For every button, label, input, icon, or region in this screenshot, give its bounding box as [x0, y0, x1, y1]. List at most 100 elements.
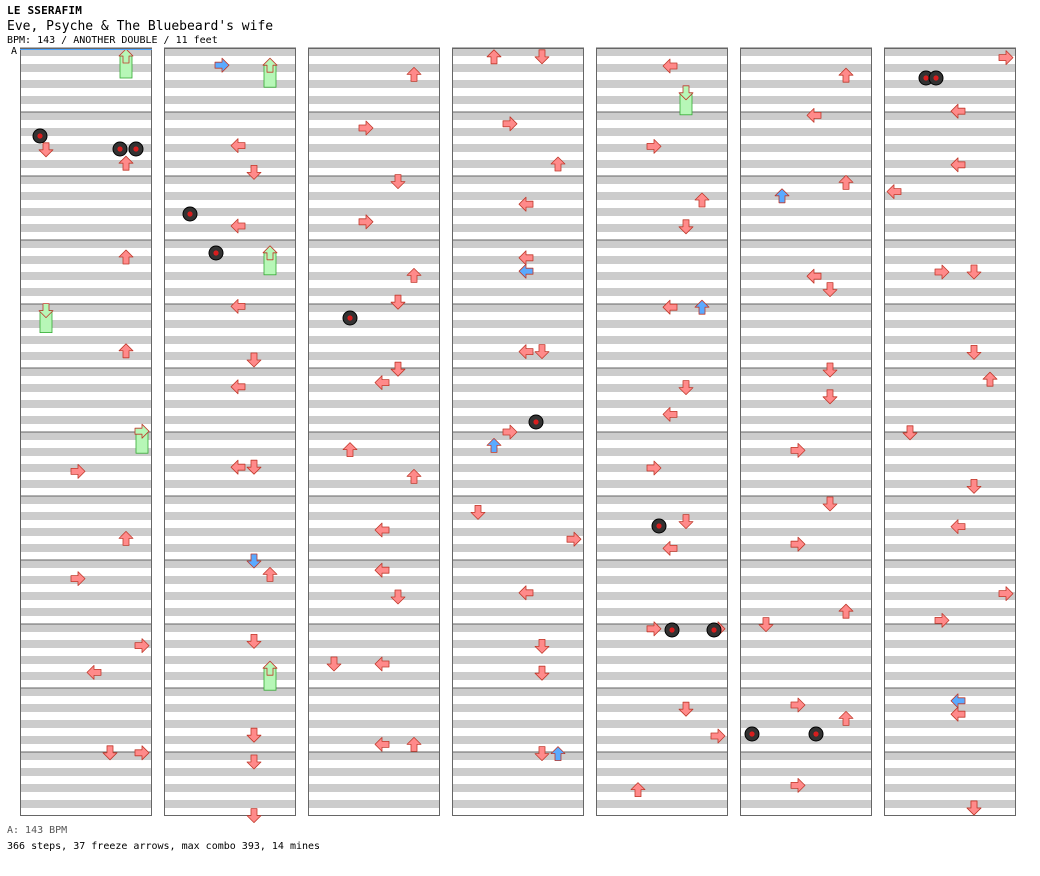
beat-shade [452, 768, 584, 776]
beat-shade [164, 112, 296, 120]
beat-shade [596, 432, 728, 440]
beat-shade [596, 288, 728, 296]
beat-shade [308, 288, 440, 296]
beat-shade [740, 400, 872, 408]
beat-shade [452, 352, 584, 360]
beat-shade [20, 800, 152, 808]
beat-shade [740, 240, 872, 248]
beat-shade [596, 720, 728, 728]
beat-shade [884, 352, 1016, 360]
beat-shade [740, 176, 872, 184]
beat-shade [596, 160, 728, 168]
beat-shade [596, 544, 728, 552]
beat-shade [740, 208, 872, 216]
beat-shade [740, 768, 872, 776]
beat-shade [164, 400, 296, 408]
beat-shade [740, 704, 872, 712]
beat-shade [164, 352, 296, 360]
beat-shade [452, 176, 584, 184]
beat-shade [164, 224, 296, 232]
beat-shade [452, 80, 584, 88]
beat-shade [884, 608, 1016, 616]
beat-shade [164, 192, 296, 200]
beat-shade [164, 640, 296, 648]
beat-shade [452, 736, 584, 744]
beat-shade [740, 128, 872, 136]
beat-shade [452, 144, 584, 152]
beat-shade [20, 416, 152, 424]
beat-shade [308, 608, 440, 616]
beat-shade [452, 496, 584, 504]
beat-shade [884, 160, 1016, 168]
beat-shade [308, 720, 440, 728]
beat-shade [596, 608, 728, 616]
beat-shade [308, 304, 440, 312]
beat-shade [452, 288, 584, 296]
mine [665, 623, 679, 637]
beat-shade [884, 720, 1016, 728]
beat-shade [452, 256, 584, 264]
beat-shade [308, 624, 440, 632]
bpm-marker-label: A [11, 47, 17, 57]
beat-shade [596, 272, 728, 280]
beat-shade [308, 544, 440, 552]
beat-shade [308, 240, 440, 248]
beat-shade [452, 672, 584, 680]
mine-core [656, 523, 661, 528]
beat-shade [20, 176, 152, 184]
beat-shade [740, 640, 872, 648]
beat-shade [884, 112, 1016, 120]
beat-shade [20, 272, 152, 280]
beat-shade [596, 448, 728, 456]
beat-shade [884, 480, 1016, 488]
beat-shade [20, 624, 152, 632]
beat-shade [596, 320, 728, 328]
beat-shade [884, 48, 1016, 56]
beat-shade [596, 384, 728, 392]
beat-shade [740, 672, 872, 680]
mine-core [813, 731, 818, 736]
beat-shade [596, 240, 728, 248]
beat-shade [452, 336, 584, 344]
beat-shade [452, 608, 584, 616]
beat-shade [884, 208, 1016, 216]
beat-shade [164, 160, 296, 168]
beat-shade [596, 784, 728, 792]
beat-shade [452, 240, 584, 248]
beat-shade [308, 464, 440, 472]
beat-shade [452, 272, 584, 280]
beat-shade [20, 752, 152, 760]
beat-shade [884, 784, 1016, 792]
beat-shade [164, 656, 296, 664]
beat-shade [20, 336, 152, 344]
beat-shade [452, 224, 584, 232]
beat-shade [740, 512, 872, 520]
beat-shade [308, 176, 440, 184]
beat-shade [740, 288, 872, 296]
beat-shade [740, 192, 872, 200]
beat-shade [596, 656, 728, 664]
beat-shade [884, 688, 1016, 696]
beat-shade [884, 544, 1016, 552]
beat-shade [308, 192, 440, 200]
beat-shade [20, 544, 152, 552]
beat-shade [20, 448, 152, 456]
beat-shade [884, 592, 1016, 600]
beat-shade [884, 128, 1016, 136]
mine [113, 142, 127, 156]
beat-shade [884, 800, 1016, 808]
beat-shade [596, 80, 728, 88]
mine-core [133, 146, 138, 151]
mine [809, 727, 823, 741]
beat-shade [740, 448, 872, 456]
beat-shade [884, 560, 1016, 568]
beat-shade [308, 688, 440, 696]
beat-shade [740, 608, 872, 616]
beat-shade [452, 528, 584, 536]
beat-shade [164, 592, 296, 600]
beat-shade [308, 592, 440, 600]
chart-column [740, 48, 872, 816]
mine [183, 207, 197, 221]
beat-shade [596, 224, 728, 232]
beat-shade [884, 752, 1016, 760]
